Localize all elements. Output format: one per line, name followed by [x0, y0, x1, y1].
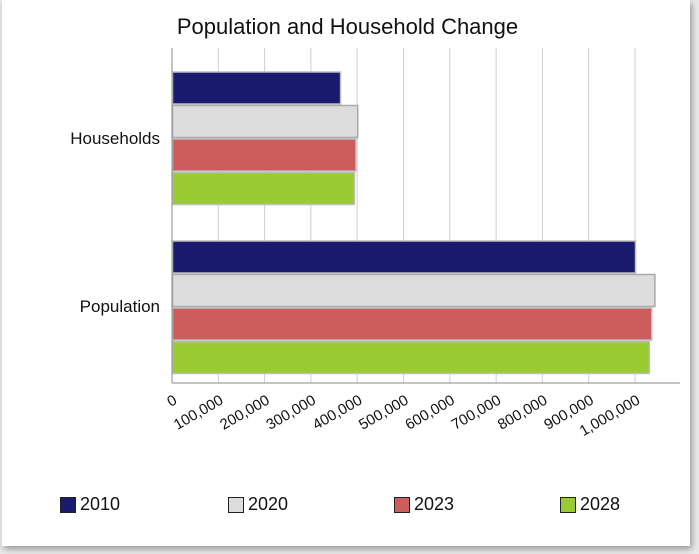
bar-households-2010 [171, 71, 342, 105]
bar-population-2028 [171, 340, 651, 375]
bar-households-2023 [171, 138, 357, 172]
bar-population-2010 [171, 240, 637, 274]
legend-label: 2028 [580, 494, 621, 514]
legend: 2010 2020 2023 2028 [0, 494, 699, 524]
tick-labels: 0100,000200,000300,000400,000500,000600,… [164, 392, 643, 440]
bars [171, 71, 656, 375]
x-tick-label: 800,000 [495, 392, 550, 434]
legend-item-2028: 2028 [560, 494, 620, 515]
legend-swatch [60, 496, 76, 513]
x-tick-label: 300,000 [263, 392, 318, 434]
legend-label: 2023 [414, 494, 455, 514]
axis [171, 48, 680, 384]
x-tick-label: 500,000 [356, 392, 411, 434]
legend-label: 2020 [248, 494, 289, 514]
x-tick-label: 200,000 [217, 392, 272, 434]
bar-population-2020 [171, 273, 656, 308]
legend-swatch [394, 496, 410, 513]
legend-swatch [560, 496, 576, 513]
bar-households-2020 [171, 104, 359, 139]
legend-label: 2010 [80, 494, 121, 514]
x-tick-label: 100,000 [171, 392, 226, 434]
category-label-population: Population [80, 297, 160, 316]
bar-households-2028 [171, 171, 356, 206]
category-label-households: Households [70, 129, 160, 148]
x-tick-label: 0 [164, 392, 180, 411]
x-tick-label: 600,000 [402, 392, 457, 434]
chart-title: Population and Household Change [176, 14, 519, 39]
x-tick-label: 700,000 [449, 392, 504, 434]
legend-item-2023: 2023 [394, 494, 454, 515]
x-tick-label: 400,000 [310, 392, 365, 434]
legend-swatch [228, 496, 244, 513]
category-labels: Households Population [70, 129, 160, 316]
bar-population-2023 [171, 307, 653, 341]
legend-item-2010: 2010 [60, 494, 120, 515]
legend-item-2020: 2020 [228, 494, 288, 515]
